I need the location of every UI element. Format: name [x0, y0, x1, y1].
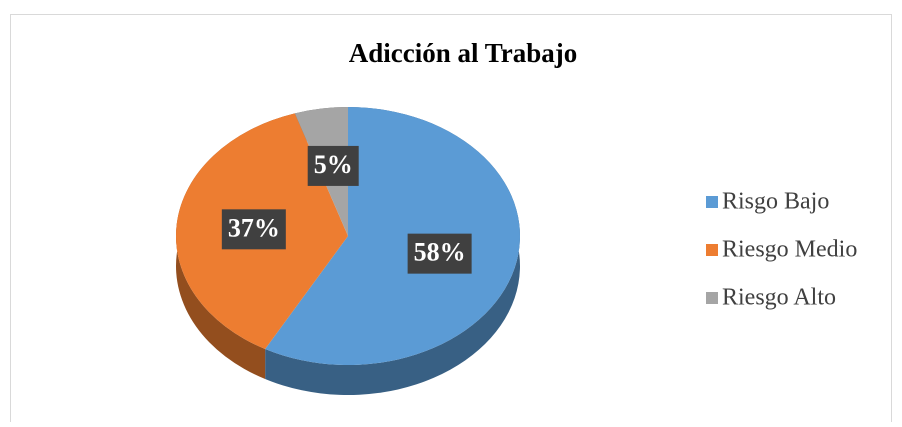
legend-label: Risgo Bajo [722, 189, 829, 215]
pie-slice-side [265, 107, 520, 395]
pie-slice [265, 107, 520, 365]
legend-swatch [706, 196, 718, 208]
legend-label: Riesgo Alto [722, 285, 836, 311]
data-label: 58% [414, 238, 466, 267]
legend-swatch [706, 292, 718, 304]
data-label-box [307, 145, 359, 186]
data-label-box [221, 209, 286, 250]
data-label-box [407, 233, 472, 274]
data-label: 5% [314, 150, 353, 179]
legend-swatch [706, 244, 718, 256]
chart-title: Adicción al Trabajo [349, 38, 578, 68]
data-label: 37% [228, 213, 280, 242]
legend-label: Riesgo Medio [722, 237, 857, 263]
